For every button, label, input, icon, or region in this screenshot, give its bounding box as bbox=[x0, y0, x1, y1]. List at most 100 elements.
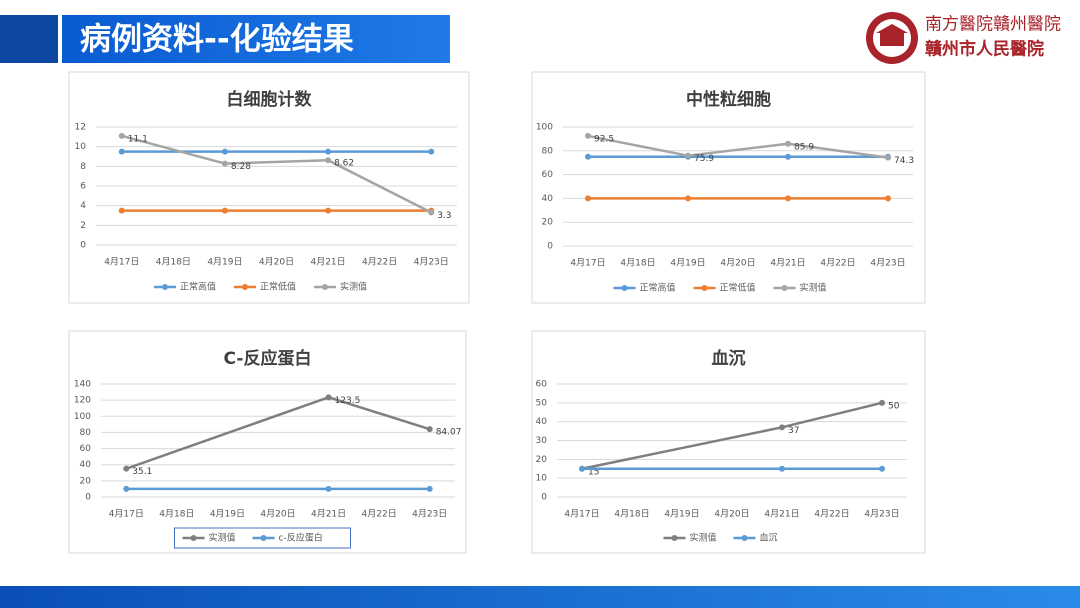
data-point bbox=[118, 207, 125, 214]
legend-label: 实测值 bbox=[690, 532, 717, 544]
data-label: 3.3 bbox=[437, 211, 451, 221]
data-point bbox=[428, 148, 435, 155]
data-point bbox=[325, 207, 332, 214]
data-label: 50 bbox=[888, 401, 900, 411]
y-tick-label: 0 bbox=[80, 241, 86, 251]
data-point bbox=[221, 207, 228, 214]
x-tick-label: 4月17日 bbox=[564, 509, 599, 520]
chart-frame bbox=[531, 330, 926, 554]
data-point bbox=[585, 132, 591, 139]
data-label: 75.9 bbox=[694, 154, 714, 164]
legend-swatch bbox=[322, 284, 328, 290]
data-point bbox=[585, 195, 591, 202]
x-tick-label: 4月18日 bbox=[614, 509, 649, 520]
legend-swatch bbox=[260, 535, 267, 541]
data-point bbox=[785, 140, 791, 147]
data-point bbox=[779, 465, 785, 472]
data-point bbox=[118, 132, 125, 139]
series-line bbox=[121, 134, 226, 165]
y-tick-label: 60 bbox=[542, 170, 554, 180]
data-point bbox=[885, 154, 891, 161]
y-tick-label: 60 bbox=[80, 444, 92, 454]
data-point bbox=[779, 424, 785, 431]
data-point bbox=[123, 465, 130, 472]
x-tick-label: 4月17日 bbox=[109, 509, 144, 520]
x-tick-label: 4月18日 bbox=[156, 257, 191, 268]
logo-text: 贛州市人民醫院 bbox=[925, 39, 1044, 60]
legend-swatch bbox=[701, 285, 708, 291]
y-tick-label: 140 bbox=[74, 380, 91, 390]
x-tick-label: 4月22日 bbox=[362, 509, 397, 520]
data-label: 11.1 bbox=[128, 134, 148, 144]
x-tick-label: 4月20日 bbox=[259, 257, 294, 268]
logo-text: 南方醫院贛州醫院 bbox=[925, 15, 1061, 35]
legend-swatch bbox=[242, 284, 248, 290]
data-label: 35.1 bbox=[132, 467, 152, 477]
y-tick-label: 120 bbox=[74, 396, 91, 406]
x-tick-label: 4月21日 bbox=[764, 509, 799, 520]
data-point bbox=[426, 426, 433, 433]
legend-swatch bbox=[621, 285, 628, 291]
y-tick-label: 0 bbox=[541, 493, 547, 503]
data-label: 92.5 bbox=[594, 134, 614, 144]
y-tick-label: 60 bbox=[536, 380, 548, 390]
x-tick-label: 4月21日 bbox=[310, 257, 345, 268]
y-tick-label: 20 bbox=[542, 218, 554, 228]
x-tick-label: 4月20日 bbox=[260, 509, 295, 520]
y-tick-label: 80 bbox=[80, 428, 92, 438]
series-line bbox=[587, 134, 689, 157]
legend-swatch bbox=[671, 535, 678, 541]
data-point bbox=[325, 148, 332, 155]
data-label: 8.62 bbox=[334, 159, 354, 169]
y-tick-label: 40 bbox=[80, 460, 92, 470]
x-tick-label: 4月23日 bbox=[414, 257, 449, 268]
y-tick-label: 100 bbox=[74, 412, 91, 422]
x-tick-label: 4月20日 bbox=[720, 258, 755, 269]
data-label: 37 bbox=[788, 426, 799, 436]
data-point bbox=[221, 160, 228, 167]
legend-label: 实测值 bbox=[209, 532, 236, 544]
data-point bbox=[885, 195, 891, 202]
x-tick-label: 4月23日 bbox=[412, 509, 447, 520]
y-tick-label: 12 bbox=[75, 123, 86, 133]
data-label: 15 bbox=[588, 467, 599, 477]
page-title: 病例资料--化验结果 bbox=[80, 22, 354, 58]
data-point bbox=[785, 195, 791, 202]
chart-frame bbox=[68, 330, 467, 554]
x-tick-label: 4月18日 bbox=[620, 258, 655, 269]
y-tick-label: 2 bbox=[80, 221, 86, 231]
header-bar bbox=[62, 15, 450, 63]
legend-label: c-反应蛋白 bbox=[279, 532, 323, 544]
series-line bbox=[328, 396, 431, 431]
legend-swatch bbox=[741, 535, 748, 541]
y-tick-label: 0 bbox=[85, 493, 91, 503]
legend-label: 血沉 bbox=[760, 532, 778, 544]
chart-title: 中性粒细胞 bbox=[686, 89, 771, 110]
data-label: 123.5 bbox=[335, 396, 361, 406]
legend-label: 正常高值 bbox=[640, 282, 676, 294]
legend-swatch bbox=[162, 284, 168, 290]
data-point bbox=[221, 148, 228, 155]
data-point bbox=[585, 153, 591, 160]
data-point bbox=[879, 399, 885, 406]
chart-frame bbox=[68, 71, 470, 304]
series-line bbox=[125, 396, 329, 470]
chart-frame bbox=[531, 71, 926, 304]
x-tick-label: 4月19日 bbox=[664, 509, 699, 520]
y-tick-label: 10 bbox=[75, 142, 87, 152]
logo bbox=[866, 12, 918, 64]
y-tick-label: 100 bbox=[536, 123, 553, 133]
y-tick-label: 20 bbox=[536, 455, 548, 465]
x-tick-label: 4月22日 bbox=[820, 258, 855, 269]
data-point bbox=[428, 209, 435, 216]
x-tick-label: 4月19日 bbox=[210, 509, 245, 520]
data-label: 85.9 bbox=[794, 142, 814, 152]
x-tick-label: 4月21日 bbox=[311, 509, 346, 520]
data-point bbox=[325, 485, 332, 492]
y-tick-label: 80 bbox=[542, 146, 554, 156]
data-point bbox=[325, 394, 332, 401]
data-point bbox=[685, 195, 691, 202]
x-tick-label: 4月17日 bbox=[104, 257, 139, 268]
legend-label: 正常低值 bbox=[260, 281, 296, 293]
